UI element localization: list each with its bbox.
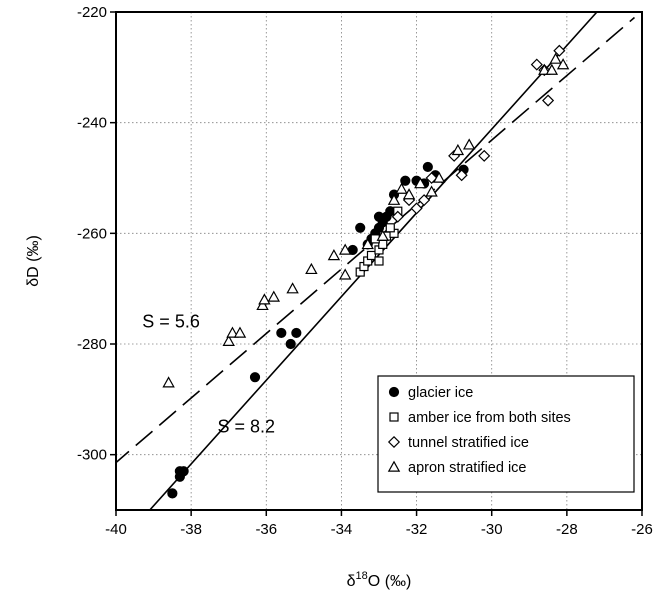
- data-point: [376, 229, 389, 241]
- legend-label-glacier-ice: glacier ice: [408, 385, 473, 401]
- data-point: [400, 175, 411, 186]
- data-point: [258, 293, 271, 305]
- data-point: [249, 372, 261, 383]
- legend: glacier ice amber ice from both sites tu…: [377, 375, 635, 493]
- data-point: [478, 149, 491, 162]
- data-point: [542, 94, 555, 107]
- data-point: [366, 250, 377, 261]
- fit-line-solid: [149, 12, 598, 510]
- y-tick-label: -280: [77, 336, 107, 353]
- data-point: [233, 326, 247, 338]
- data-point: [222, 334, 235, 346]
- x-axis-title-prefix: δ: [347, 573, 356, 590]
- x-axis-title-superscript: 18: [356, 570, 368, 582]
- data-point: [545, 63, 559, 75]
- data-point: [226, 326, 239, 338]
- data-point: [267, 290, 281, 302]
- data-point: [549, 52, 562, 64]
- data-point: [462, 138, 476, 150]
- y-axis-title: δD (‰): [25, 235, 42, 287]
- x-tick-label: -34: [331, 521, 353, 538]
- y-tick-label: -220: [77, 4, 107, 21]
- data-point: [556, 58, 570, 70]
- legend-label-apron-stratified-ice: apron stratified ice: [408, 460, 526, 476]
- data-point: [361, 237, 374, 250]
- x-tick-label: -36: [255, 521, 277, 538]
- plot-frame: [115, 11, 643, 511]
- data-point: [422, 161, 433, 173]
- x-tick-label: -38: [180, 521, 202, 538]
- data-point: [374, 256, 384, 266]
- data-point: [414, 177, 427, 189]
- data-point: [305, 262, 318, 275]
- legend-marker: [387, 460, 401, 472]
- x-tick-label: -40: [105, 521, 127, 538]
- data-point: [378, 239, 388, 249]
- grid: [116, 12, 642, 510]
- data-point: [167, 488, 178, 499]
- x-tick-label: -32: [406, 521, 428, 538]
- data-point: [418, 194, 431, 207]
- legend-marker: [387, 435, 401, 449]
- data-point: [327, 249, 341, 261]
- data-point: [410, 202, 423, 215]
- data-points: [162, 44, 570, 499]
- data-point: [391, 210, 404, 223]
- y-tick-label: -240: [77, 115, 107, 132]
- data-point: [178, 466, 189, 477]
- data-point: [451, 143, 465, 156]
- data-point: [276, 327, 287, 339]
- data-point: [162, 376, 175, 388]
- data-point: [338, 268, 352, 280]
- data-point: [355, 222, 366, 233]
- x-tick-label: -26: [631, 521, 653, 538]
- data-point: [530, 58, 543, 71]
- data-point: [286, 282, 299, 294]
- legend-marker: [388, 386, 400, 398]
- data-point: [402, 188, 416, 200]
- slope-annotation-dashed: S = 5.6: [142, 311, 200, 331]
- axis-ticks: -40 -38 -36 -34 -32 -30 -28 -26 -220 -240 -260 -280…: [77, 4, 653, 538]
- y-tick-label: -300: [77, 447, 107, 464]
- series-3: [162, 52, 570, 388]
- data-point: [455, 169, 468, 182]
- data-point: [432, 171, 446, 183]
- x-axis-title-suffix: O (‰): [368, 573, 412, 590]
- data-point: [538, 63, 551, 75]
- data-point: [553, 44, 566, 57]
- data-point: [291, 327, 302, 339]
- legend-markers: [387, 386, 401, 472]
- data-point: [395, 182, 408, 194]
- x-tick-label: -30: [481, 521, 503, 538]
- legend-label-amber-ice: amber ice from both sites: [408, 410, 571, 426]
- data-point: [338, 243, 352, 255]
- legend-marker: [389, 412, 399, 422]
- data-point: [387, 193, 401, 205]
- data-point: [285, 338, 296, 350]
- y-tick-label: -260: [77, 225, 107, 242]
- slope-annotation-solid: S = 8.2: [217, 417, 275, 437]
- data-point: [425, 185, 438, 197]
- x-tick-label: -28: [556, 521, 578, 538]
- data-point: [256, 298, 269, 311]
- x-axis-title: δ18O (‰): [347, 570, 412, 590]
- data-point: [385, 223, 395, 233]
- series-2: [391, 44, 566, 223]
- legend-box: [377, 375, 635, 493]
- legend-label-tunnel-stratified-ice: tunnel stratified ice: [408, 435, 529, 451]
